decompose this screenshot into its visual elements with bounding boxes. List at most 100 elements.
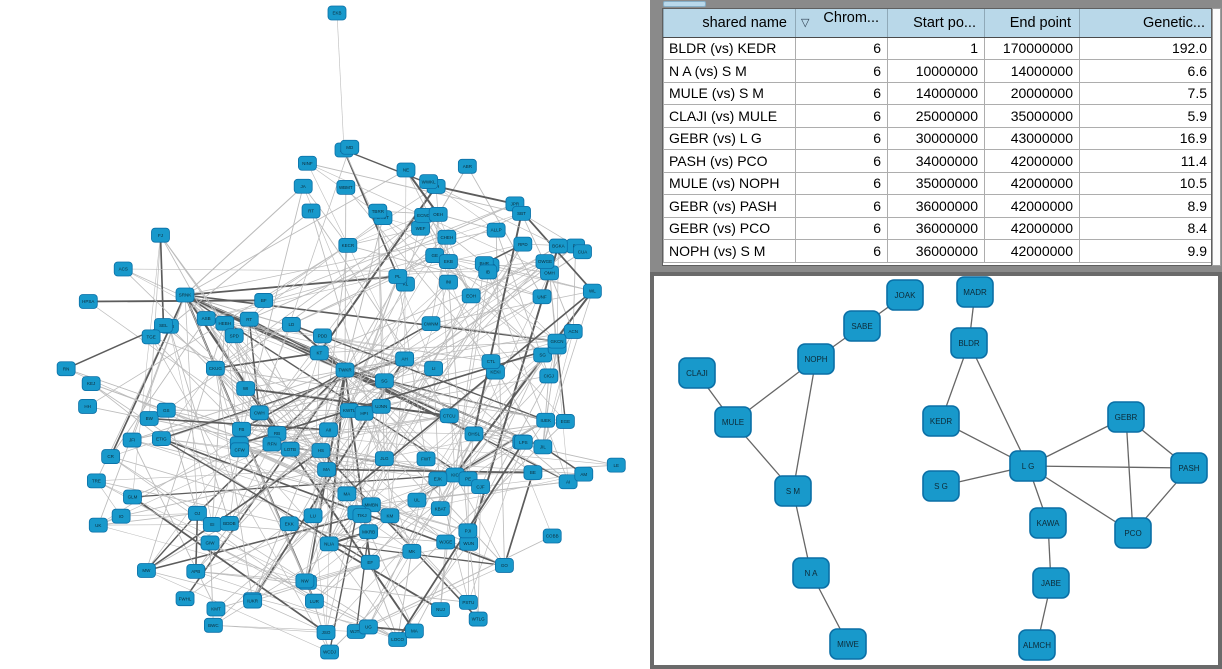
network-node[interactable]: RFN — [262, 436, 282, 452]
node-shape[interactable] — [319, 422, 338, 438]
node-shape[interactable] — [436, 534, 456, 550]
network-node[interactable]: KMT — [206, 601, 226, 617]
network-node[interactable]: KT — [309, 345, 329, 361]
node-kawa[interactable]: KAWA — [1029, 507, 1067, 539]
network-node[interactable]: WWKL — [419, 174, 439, 190]
network-node[interactable]: BGKA — [548, 238, 568, 254]
cell-value[interactable]: 9.9 — [1079, 239, 1211, 263]
node-shape[interactable] — [358, 619, 378, 635]
filtered-network-canvas[interactable]: JOAK MADR SABE BLDR NOPH CLAJI GEBR KEDR MULE L G… — [654, 276, 1218, 665]
cell-value[interactable]: 6 — [795, 216, 888, 240]
cell-shared-name[interactable]: NOPH (vs) S M — [663, 239, 796, 263]
node-shape[interactable] — [421, 316, 441, 332]
node-noph[interactable]: NOPH — [797, 343, 835, 375]
node-pco[interactable]: PCO — [1114, 517, 1152, 549]
cell-shared-name[interactable]: GEBR (vs) PASH — [663, 194, 796, 218]
node-shape[interactable] — [886, 279, 924, 311]
network-node[interactable]: ACN — [563, 324, 583, 339]
node-shape[interactable] — [202, 517, 222, 532]
node-s-m[interactable]: S M — [774, 475, 812, 507]
node-shape[interactable] — [311, 443, 331, 458]
node-shape[interactable] — [111, 508, 131, 524]
network-node[interactable]: NE — [396, 162, 416, 178]
node-shape[interactable] — [471, 479, 490, 495]
node-shape[interactable] — [81, 376, 101, 392]
node-shape[interactable] — [303, 508, 323, 524]
network-node[interactable]: CUA — [573, 244, 592, 260]
node-s-g[interactable]: S G — [922, 470, 960, 502]
node-shape[interactable] — [368, 203, 388, 219]
node-kedr[interactable]: KEDR — [922, 405, 960, 437]
network-node[interactable]: LI — [424, 361, 443, 376]
network-node[interactable]: HEBH — [215, 315, 235, 331]
node-shape[interactable] — [535, 254, 555, 270]
node-shape[interactable] — [374, 373, 394, 389]
network-node[interactable]: TWKR — [335, 362, 355, 378]
network-node[interactable]: BDDB — [219, 515, 239, 531]
node-shape[interactable] — [1114, 517, 1152, 549]
node-shape[interactable] — [533, 439, 553, 455]
cell-value[interactable]: 16.9 — [1079, 126, 1211, 150]
node-shape[interactable] — [151, 431, 171, 447]
cell-value[interactable]: 35000000 — [887, 171, 985, 195]
cell-value[interactable]: 6 — [795, 59, 888, 83]
column-header-start-po[interactable]: Start po... — [887, 9, 985, 38]
network-node[interactable]: PDD — [313, 328, 332, 344]
network-node[interactable]: RN — [56, 361, 76, 377]
network-node[interactable]: NLIA — [319, 536, 339, 552]
cell-value[interactable]: 6 — [795, 149, 888, 173]
cell-value[interactable]: 43000000 — [984, 126, 1080, 150]
node-shape[interactable] — [279, 516, 299, 532]
network-node[interactable]: JFI — [122, 432, 142, 448]
network-node[interactable]: MK — [402, 543, 422, 559]
cell-value[interactable]: 30000000 — [887, 126, 985, 150]
node-shape[interactable] — [236, 381, 256, 396]
network-node[interactable]: EF — [360, 554, 380, 570]
network-node[interactable]: EOH — [461, 288, 481, 304]
node-shape[interactable] — [461, 288, 481, 304]
network-node[interactable]: MA — [404, 623, 424, 639]
node-shape[interactable] — [232, 421, 251, 437]
node-bldr[interactable]: BLDR — [950, 327, 988, 359]
cell-value[interactable]: 20000000 — [984, 81, 1080, 105]
network-node[interactable]: PJI — [458, 523, 478, 539]
network-node[interactable]: RT — [301, 203, 321, 219]
node-shape[interactable] — [797, 343, 835, 375]
cell-value[interactable]: 1 — [887, 36, 985, 60]
cell-value[interactable]: 170000000 — [984, 36, 1080, 60]
node-shape[interactable] — [606, 457, 626, 473]
cell-value[interactable]: 14000000 — [887, 81, 985, 105]
node-shape[interactable] — [354, 405, 374, 421]
network-node[interactable]: JA — [293, 178, 313, 194]
network-node[interactable]: BF — [254, 293, 274, 308]
node-shape[interactable] — [327, 5, 347, 21]
node-shape[interactable] — [78, 294, 98, 309]
node-shape[interactable] — [574, 466, 594, 482]
network-node[interactable]: CFW — [230, 442, 250, 458]
network-node[interactable]: MA — [317, 462, 336, 477]
network-node[interactable]: UG — [358, 619, 378, 635]
network-node[interactable]: UL — [407, 492, 427, 508]
cell-value[interactable]: 6 — [795, 194, 888, 218]
network-node[interactable]: EI — [202, 517, 222, 532]
network-node[interactable]: WEF — [411, 220, 430, 236]
network-node[interactable]: CJF — [471, 479, 490, 495]
node-shape[interactable] — [243, 593, 263, 609]
cell-value[interactable]: 6 — [795, 81, 888, 105]
network-node[interactable]: LOTB — [280, 441, 300, 457]
node-shape[interactable] — [205, 360, 225, 376]
node-shape[interactable] — [281, 317, 301, 332]
node-shape[interactable] — [1170, 452, 1208, 484]
network-node[interactable]: LD — [281, 317, 301, 332]
node-shape[interactable] — [407, 492, 427, 508]
node-shape[interactable] — [396, 162, 416, 178]
node-shape[interactable] — [495, 558, 514, 573]
network-node[interactable]: ACS — [113, 261, 133, 277]
node-shape[interactable] — [113, 261, 133, 277]
node-shape[interactable] — [156, 402, 176, 418]
node-almch[interactable]: ALMCH — [1018, 629, 1056, 661]
cell-value[interactable]: 25000000 — [887, 104, 985, 128]
node-shape[interactable] — [239, 311, 259, 327]
cell-value[interactable]: 6 — [795, 36, 888, 60]
network-node[interactable]: HPI — [354, 405, 374, 421]
